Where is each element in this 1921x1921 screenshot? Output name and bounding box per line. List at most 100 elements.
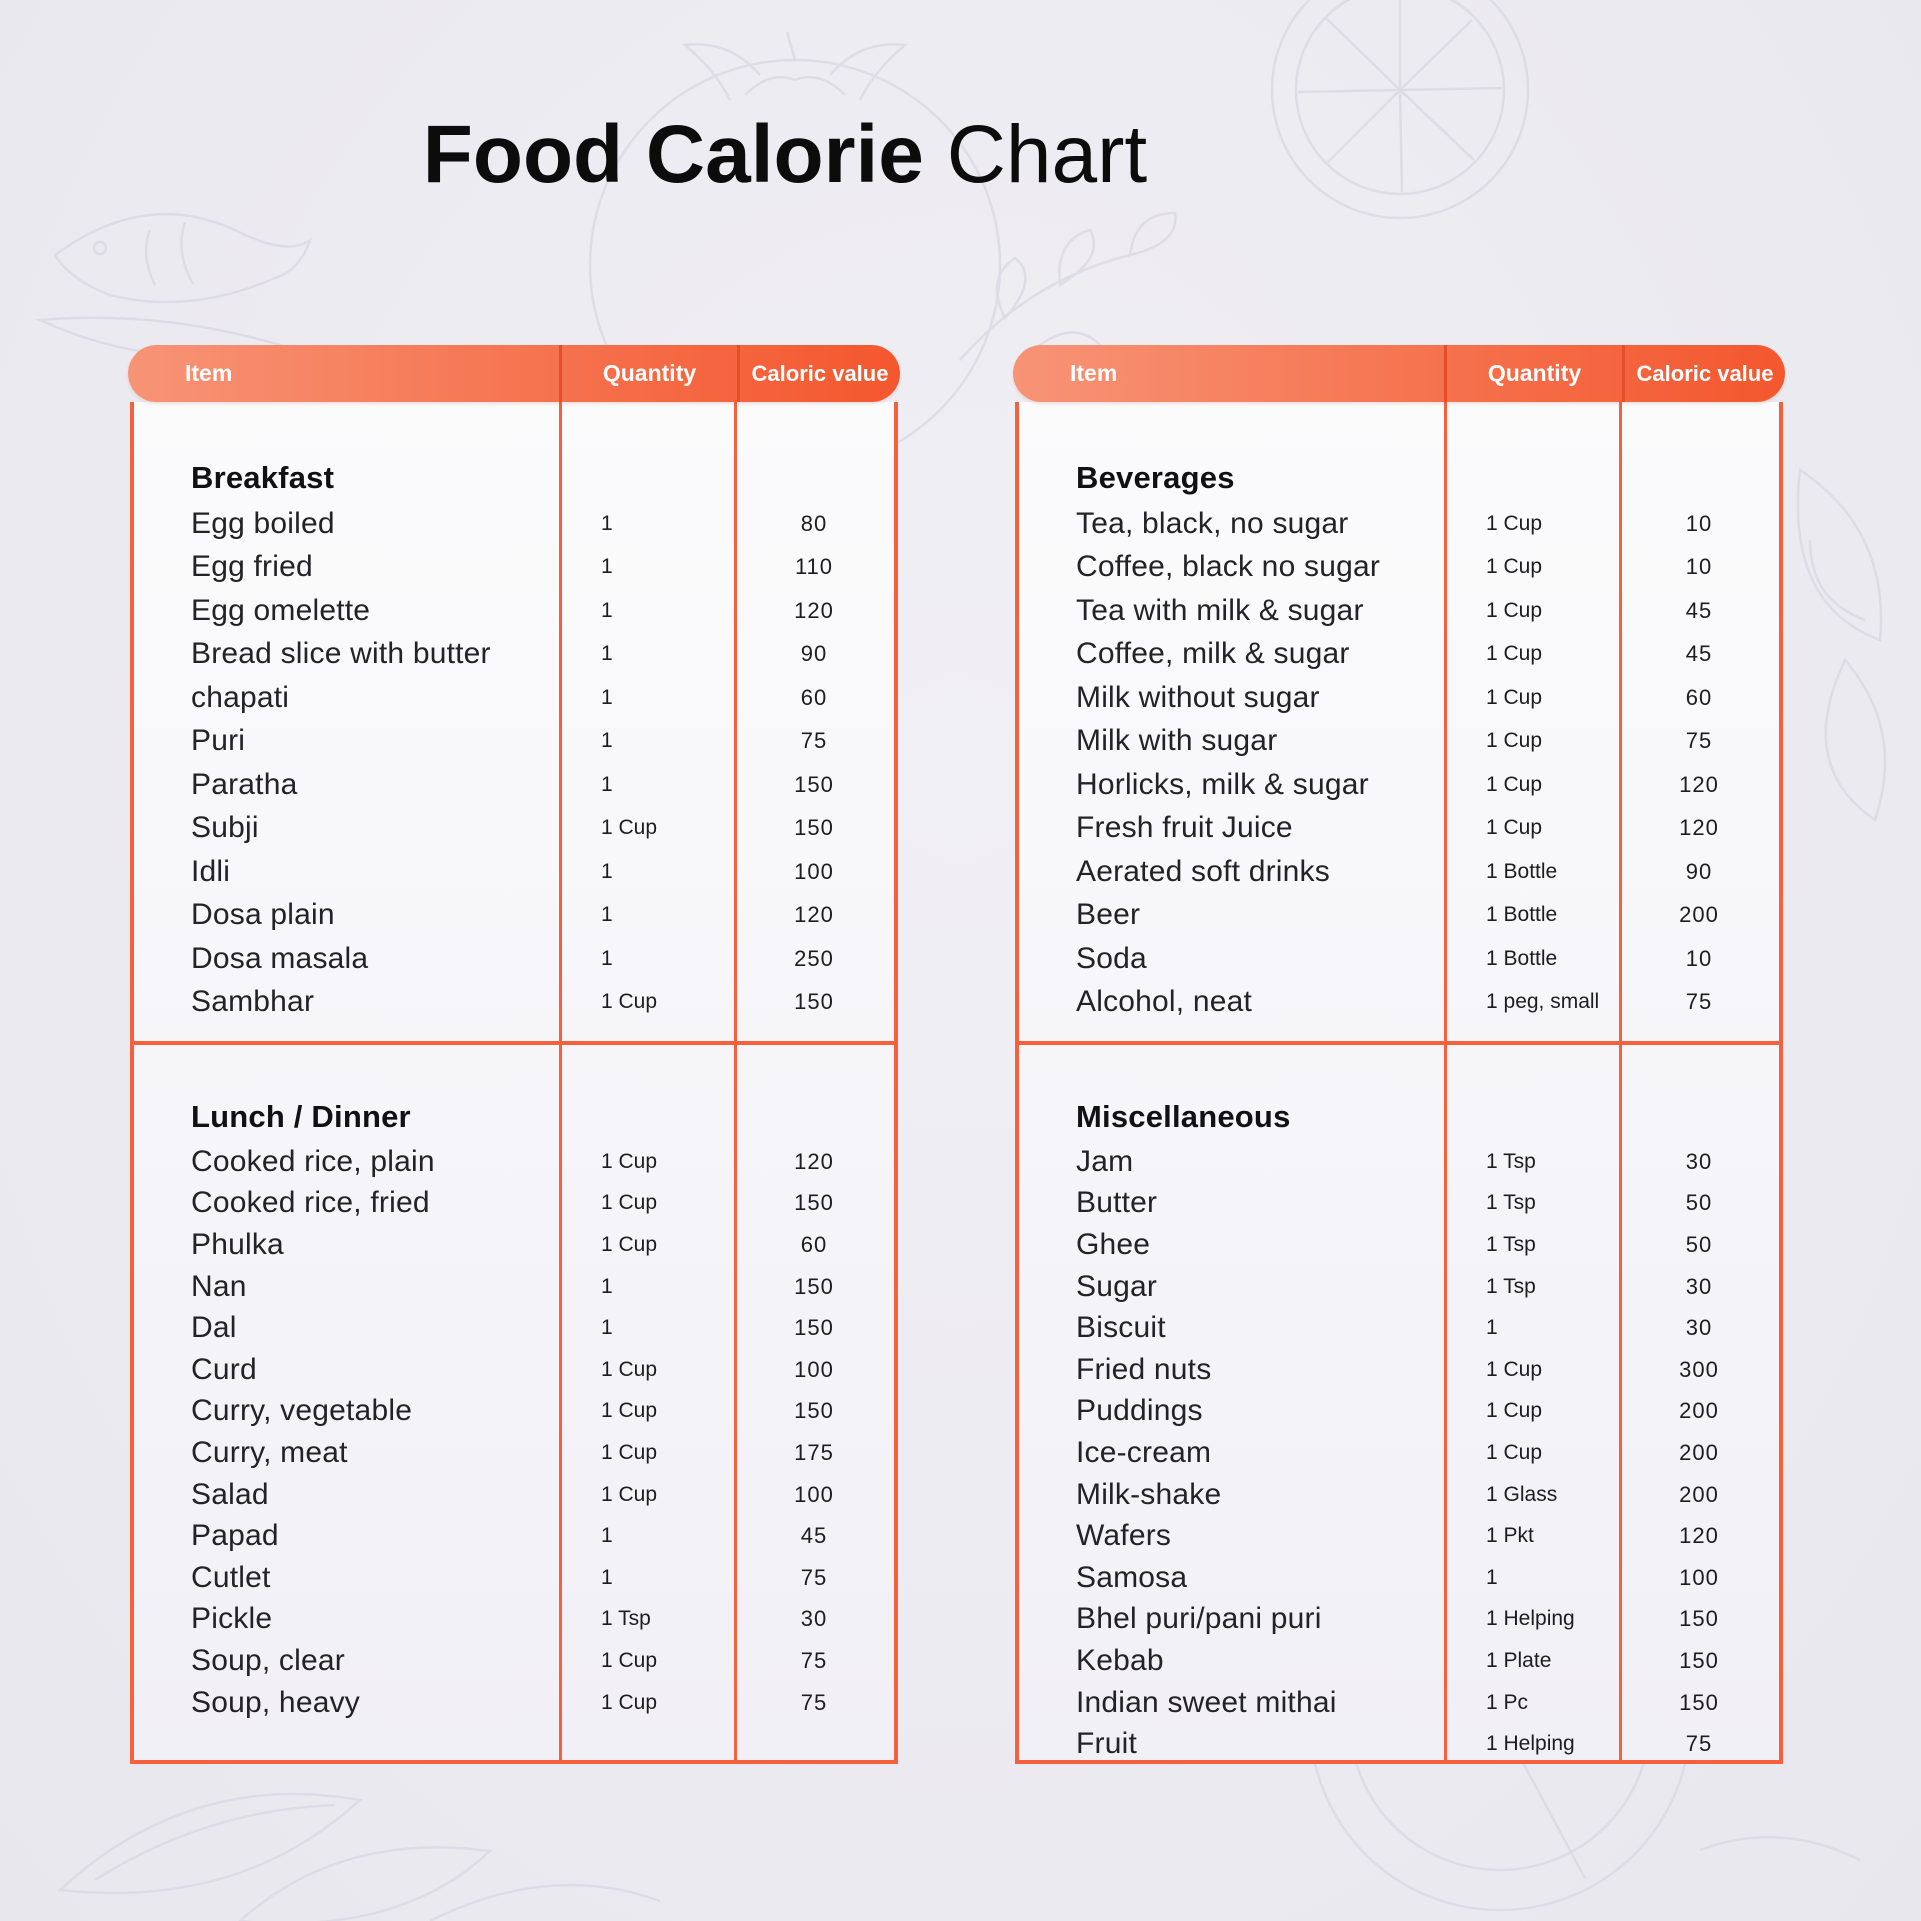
item-cell: Butter [1076,1186,1158,1220]
table-row: Sambhar 1 Cup 150 [134,981,894,1025]
table-section-breakfast: Breakfast Egg boiled 1 80 Egg fried 1 110 Egg o… [134,402,894,1041]
section-heading: Miscellaneous [1076,1099,1291,1134]
item-cell: Ghee [1076,1227,1151,1261]
item-cell: Sugar [1076,1269,1158,1303]
caloric-value-cell: 60 [800,684,828,710]
caloric-value-cell: 100 [794,1481,834,1507]
item-cell: Tea with milk & sugar [1076,593,1364,627]
item-cell: Phulka [191,1227,284,1261]
quantity-cell: 1 [601,903,613,927]
item-cell: Biscuit [1076,1311,1166,1345]
item-cell: Jam [1076,1144,1134,1178]
caloric-value-cell: 30 [1685,1273,1713,1299]
item-cell: Soup, clear [191,1643,345,1677]
column-divider [559,402,562,1760]
caloric-value-cell: 200 [1679,1398,1719,1424]
caloric-value-cell: 30 [800,1606,828,1632]
table-row: Fried nuts 1 Cup 300 [1019,1349,1779,1391]
column-divider [1444,402,1447,1760]
caloric-value-cell: 75 [800,1689,828,1715]
item-cell: Puddings [1076,1394,1203,1428]
column-header-quantity: Quantity [559,345,737,402]
column-header-item: Item [1070,360,1118,386]
quantity-cell: 1 Cup [601,990,658,1014]
caloric-value-cell: 200 [1679,902,1719,928]
caloric-value-cell: 120 [794,1148,834,1174]
table-row: Bread slice with butter 1 90 [134,633,894,677]
quantity-cell: 1 Cup [601,1690,658,1714]
quantity-cell: 1 Cup [601,1232,658,1256]
page-title-bold: Food Calorie [422,109,924,200]
item-cell: Soda [1076,941,1147,975]
quantity-cell: 1 Bottle [1486,946,1558,970]
table-row: Indian sweet mithai 1 Pc 150 [1019,1682,1779,1724]
item-cell: Cutlet [191,1560,271,1594]
item-cell: Curry, vegetable [191,1394,413,1428]
caloric-value-cell: 75 [1685,728,1713,754]
caloric-value-cell: 10 [1685,554,1713,580]
item-cell: Paratha [191,767,298,801]
table-body: Beverages Tea, black, no sugar 1 Cup 10 Coff… [1015,402,1783,1764]
quantity-cell: 1 [601,598,613,622]
quantity-cell: 1 [601,1565,613,1589]
quantity-cell: 1 [601,685,613,709]
caloric-value-cell: 110 [794,554,834,580]
table-row: Idli 1 100 [134,850,894,894]
section-heading: Breakfast [191,460,335,495]
caloric-value-cell: 90 [1685,858,1713,884]
quantity-cell: 1 [601,1316,613,1340]
table-row: Beer 1 Bottle 200 [1019,894,1779,938]
column-divider [1619,402,1622,1760]
quantity-cell: 1 Pc [1486,1690,1529,1714]
caloric-value-cell: 150 [794,1398,834,1424]
table-row: Fruit 1 Helping 75 [1019,1723,1779,1760]
caloric-value-cell: 120 [1679,771,1719,797]
table-row: Pickle 1 Tsp 30 [134,1599,894,1641]
item-cell: Pickle [191,1602,273,1636]
item-cell: Alcohol, neat [1076,985,1253,1019]
table-row: Coffee, black no sugar 1 Cup 10 [1019,546,1779,590]
caloric-value-cell: 75 [1685,1731,1713,1757]
quantity-cell: 1 Cup [601,1440,658,1464]
quantity-cell: 1 Cup [601,816,658,840]
column-header-item: Item [185,360,233,386]
item-cell: Fruit [1076,1727,1137,1760]
table-row: Egg boiled 1 80 [134,502,894,546]
quantity-cell: 1 Plate [1486,1648,1552,1672]
table-row: Milk-shake 1 Glass 200 [1019,1474,1779,1516]
caloric-value-cell: 75 [800,728,828,754]
table-row: Cutlet 1 75 [134,1557,894,1599]
quantity-cell: 1 Helping [1486,1732,1575,1756]
table-row: Alcohol, neat 1 peg, small 75 [1019,981,1779,1025]
column-header-caloric-value: Caloric value [737,345,900,402]
item-cell: Dosa plain [191,898,335,932]
herb-sprig-icon [959,211,1177,361]
quantity-cell: 1 Glass [1486,1482,1558,1506]
quantity-cell: 1 [601,859,613,883]
caloric-value-cell: 30 [1685,1315,1713,1341]
quantity-cell: 1 [601,555,613,579]
table-row: Egg fried 1 110 [134,546,894,590]
item-cell: Milk with sugar [1076,724,1278,758]
item-cell: Tea, black, no sugar [1076,506,1349,540]
caloric-value-cell: 150 [794,771,834,797]
item-cell: Coffee, milk & sugar [1076,637,1350,671]
table-row: Milk without sugar 1 Cup 60 [1019,676,1779,720]
table-row: Curry, meat 1 Cup 175 [134,1432,894,1474]
item-cell: Aerated soft drinks [1076,854,1330,888]
table-row: Biscuit 1 30 [1019,1307,1779,1349]
table-row: Cooked rice, plain 1 Cup 120 [134,1141,894,1183]
quantity-cell: 1 Cup [601,1648,658,1672]
item-cell: Indian sweet mithai [1076,1685,1337,1719]
table-row: Ice-cream 1 Cup 200 [1019,1432,1779,1474]
caloric-value-cell: 50 [1685,1231,1713,1257]
caloric-value-cell: 120 [794,597,834,623]
item-cell: Idli [191,854,231,888]
quantity-cell: 1 Cup [601,1399,658,1423]
caloric-value-cell: 150 [794,989,834,1015]
quantity-cell: 1 Cup [601,1149,658,1173]
caloric-value-cell: 250 [794,945,834,971]
table-row: Dosa masala 1 250 [134,937,894,981]
item-cell: Milk without sugar [1076,680,1320,714]
item-cell: Subji [191,811,259,845]
